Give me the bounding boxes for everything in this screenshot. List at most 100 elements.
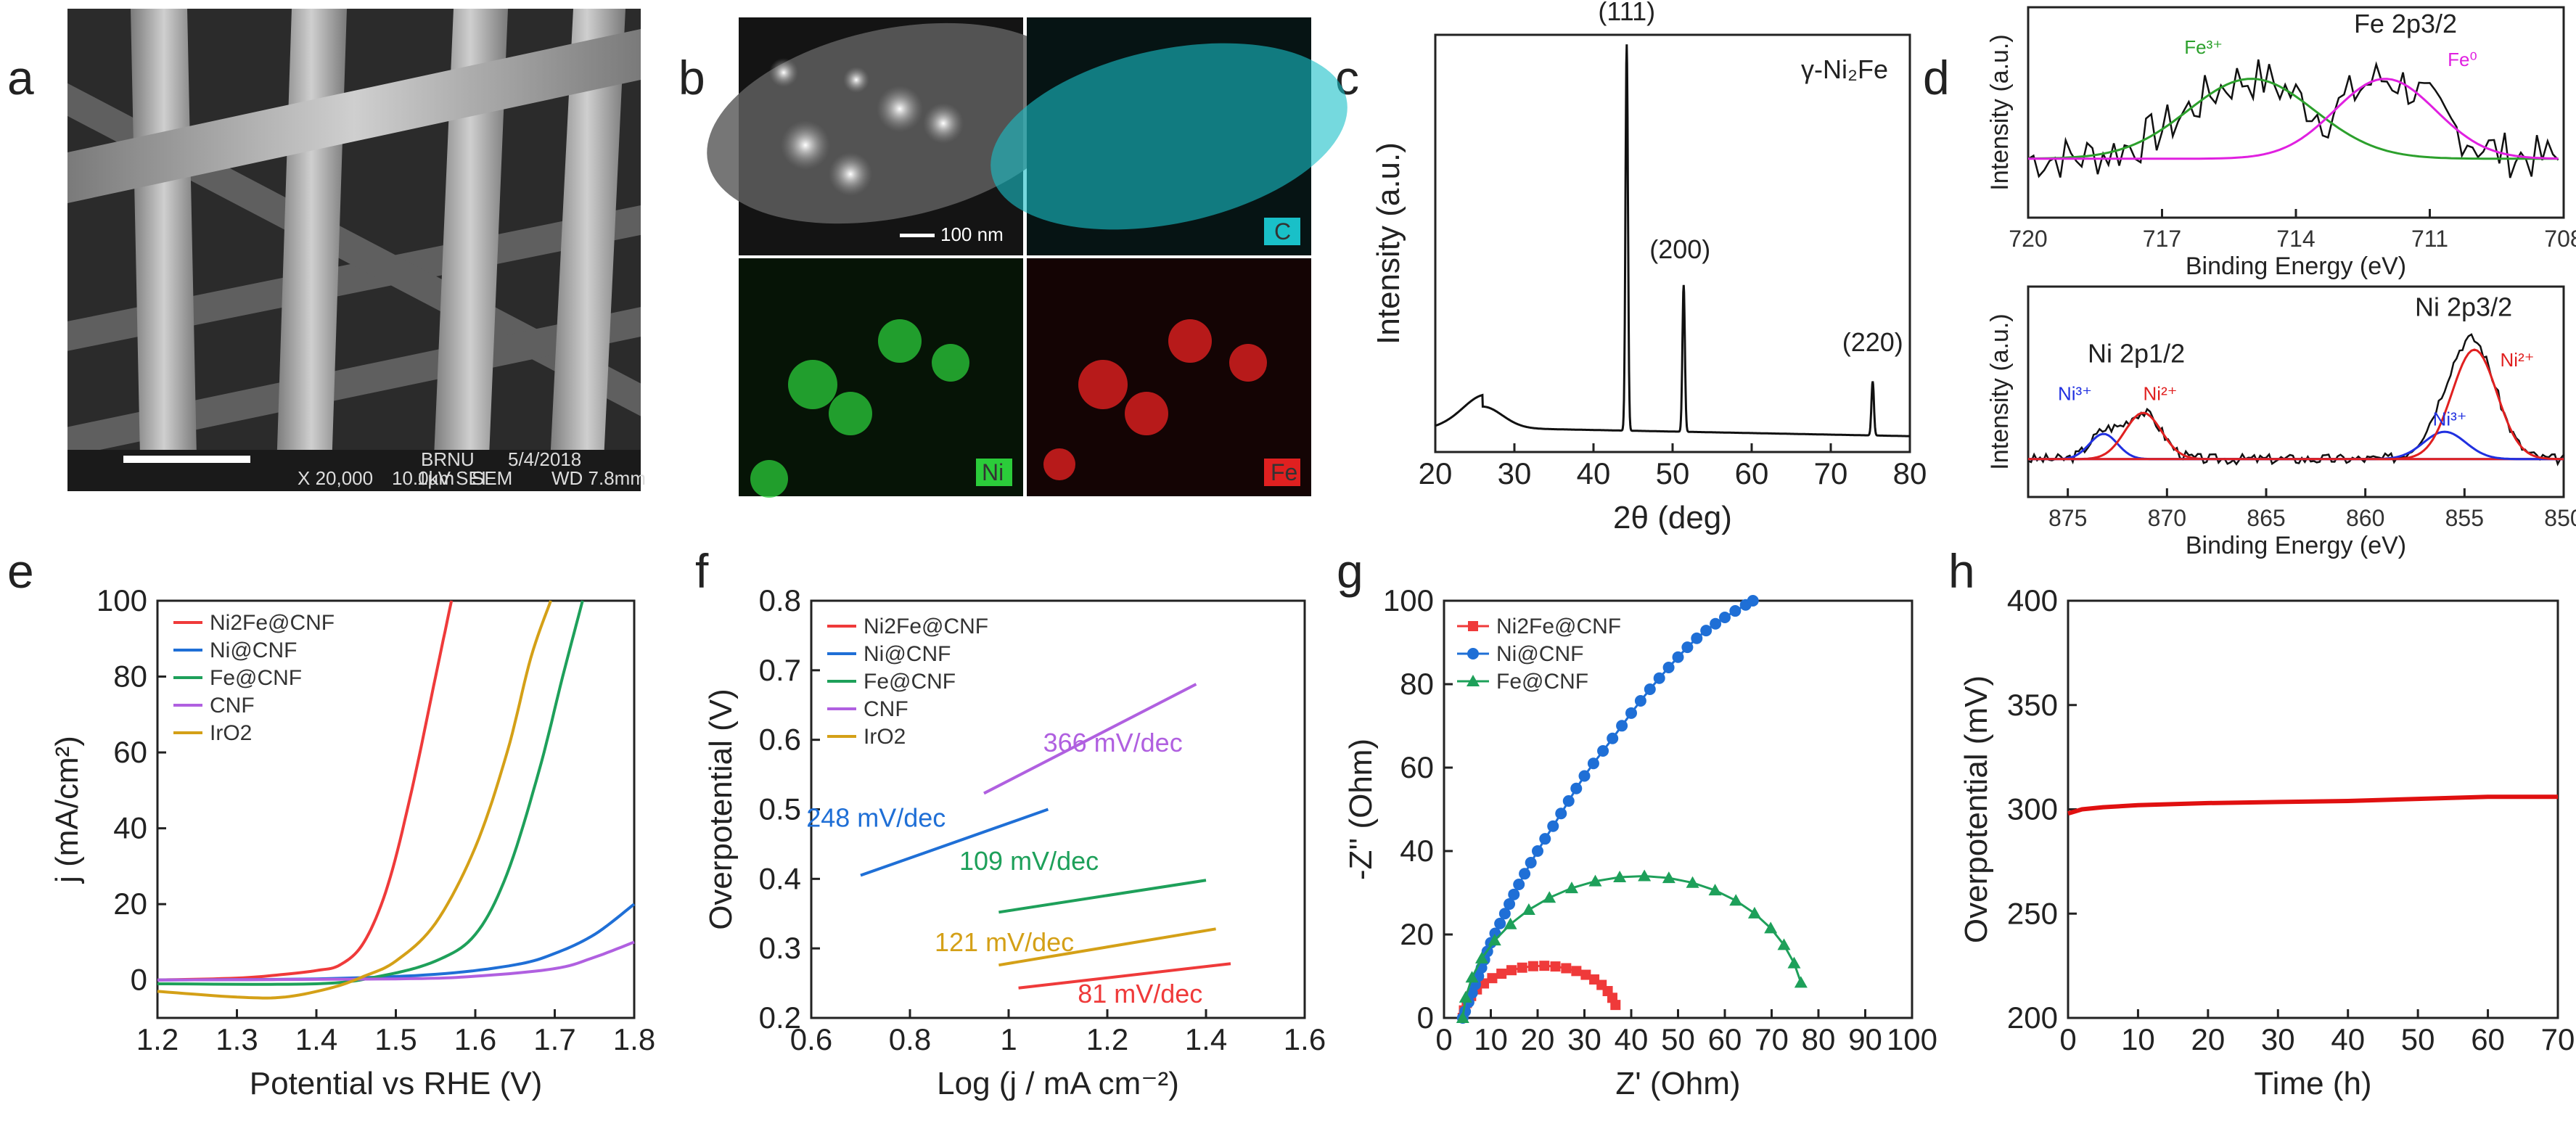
peak-label: (111) — [1598, 0, 1655, 26]
x-tick-label: 60 — [1735, 456, 1769, 490]
data-point — [1487, 973, 1498, 984]
data-point — [1794, 976, 1808, 988]
x-axis-label: Binding Energy (eV) — [2186, 252, 2406, 280]
panel-label-b: b — [678, 51, 705, 104]
label-ni2: Ni²⁺ — [2144, 383, 2178, 405]
data-point — [1564, 882, 1578, 894]
data-point — [1662, 662, 1675, 673]
chart-tafel: 0.6 0.8 1 1.2 1.4 1.60.20.30.40.50.60.70.8Log… — [703, 583, 1326, 1101]
data-point — [1555, 808, 1567, 820]
x-tick-label: 1.2 — [1086, 1022, 1128, 1056]
data-point — [1547, 820, 1559, 832]
x-tick-label: 50 — [2401, 1022, 2435, 1056]
x-axis-label: Z' (Ohm) — [1615, 1066, 1740, 1101]
data-point — [1474, 951, 1488, 964]
x-tick-label: 30 — [1498, 456, 1532, 490]
tem-scale: 100 nm — [940, 223, 1004, 245]
data-point — [1465, 971, 1479, 983]
peak-label: Ni 2p1/2 — [2088, 338, 2185, 368]
fit-ni — [2028, 348, 2564, 461]
data-point — [1588, 874, 1602, 887]
data-point — [1777, 938, 1791, 950]
data-point — [1508, 888, 1520, 900]
y-tick-label: 20 — [1400, 917, 1434, 951]
x-tick-label: 1.6 — [454, 1022, 496, 1056]
y-axis-label: j (mA/cm²) — [49, 736, 85, 884]
x-tick-label: 850 — [2544, 505, 2576, 531]
data-point — [1681, 641, 1694, 654]
eds-label-ni: Ni — [982, 459, 1004, 485]
tafel-slope-label: 366 mV/dec — [1043, 728, 1183, 757]
data-point — [1729, 894, 1743, 906]
eds-label-fe: Fe — [1271, 459, 1297, 485]
data-point — [1710, 617, 1722, 630]
data-point — [1691, 632, 1703, 644]
x-tick-label: 0.6 — [790, 1022, 832, 1056]
data-point — [1562, 795, 1575, 807]
x-tick-label: 708 — [2544, 226, 2576, 252]
sem-wd: WD 7.8mm — [551, 467, 646, 489]
chart-title: Fe 2p3/2 — [2354, 9, 2457, 38]
legend-label: CNF — [864, 697, 908, 721]
y-tick-label: 350 — [2007, 688, 2058, 722]
chart-stability: 0 10 20 30 40 50 60 70 200 250 300 350 400 Time (h) Ov… — [1958, 583, 2575, 1101]
y-tick-label: 40 — [1400, 834, 1434, 868]
chart-xrd: 20 30 40 50 60 70 80 2θ (deg) Intensity (a.u.) (1… — [1371, 0, 1927, 535]
panel-label-d: d — [1923, 51, 1950, 104]
data-point — [1787, 956, 1801, 969]
x-tick-label: 1 — [1000, 1022, 1017, 1056]
x-tick-label: 100 — [1887, 1022, 1937, 1056]
x-tick-label: 50 — [1656, 456, 1690, 490]
tafel-line — [998, 927, 1216, 967]
data-point — [1543, 891, 1556, 903]
legend-label: Ni2Fe@CNF — [210, 611, 335, 635]
tafel-line — [1018, 962, 1231, 990]
data-point — [1522, 903, 1535, 915]
data-point — [1747, 906, 1761, 919]
x-tick-label: 40 — [1615, 1022, 1649, 1056]
data-point — [1504, 898, 1516, 911]
x-tick-label: 70 — [1755, 1022, 1789, 1056]
y-tick-label: 80 — [113, 660, 147, 694]
legend-label: IrO2 — [864, 725, 906, 749]
data-point — [1456, 1011, 1469, 1023]
x-tick-label: 40 — [1577, 456, 1611, 490]
x-tick-label: 1.5 — [374, 1022, 417, 1056]
data-point — [1561, 963, 1572, 974]
panel-label-h: h — [1948, 544, 1975, 598]
x-tick-label: 1.8 — [613, 1022, 655, 1056]
x-tick-label: 860 — [2346, 505, 2384, 531]
x-tick-label: 30 — [2261, 1022, 2295, 1056]
x-tick-label: 714 — [2276, 226, 2315, 252]
plot-frame — [156, 599, 636, 1019]
x-tick-label: 0 — [2059, 1022, 2076, 1056]
x-tick-label: 0.8 — [889, 1022, 931, 1056]
data-point — [1580, 969, 1591, 980]
y-tick-label: 0.6 — [759, 723, 801, 757]
y-tick-label: 0 — [131, 963, 147, 997]
y-tick-label: 200 — [2007, 1001, 2058, 1035]
data-point — [1729, 605, 1742, 617]
data-point — [1467, 648, 1479, 660]
y-tick-label: 0.8 — [759, 583, 801, 617]
data-point — [1571, 966, 1582, 977]
y-tick-label: 0.2 — [759, 1001, 801, 1035]
peak-label: (200) — [1649, 234, 1710, 264]
legend-label: CNF — [210, 694, 255, 718]
data-point — [1525, 856, 1537, 868]
plot-frame — [2027, 285, 2565, 498]
data-point — [1506, 965, 1517, 976]
chart-title: Ni 2p3/2 — [2415, 292, 2512, 322]
x-tick-label: 50 — [1661, 1022, 1695, 1056]
y-tick-label: 0.4 — [759, 861, 801, 895]
fit-fe0 — [2028, 78, 2559, 160]
data-point — [1662, 871, 1675, 884]
x-tick-label: 1.4 — [295, 1022, 337, 1056]
sem-date: 5/4/2018 — [508, 448, 581, 470]
x-tick-label: 0 — [1435, 1022, 1452, 1056]
tem-maps: 100 nm C Ni Fe — [707, 17, 1348, 498]
x-tick-label: 90 — [1848, 1022, 1882, 1056]
data-point — [1747, 595, 1759, 607]
data-point — [1527, 961, 1538, 971]
